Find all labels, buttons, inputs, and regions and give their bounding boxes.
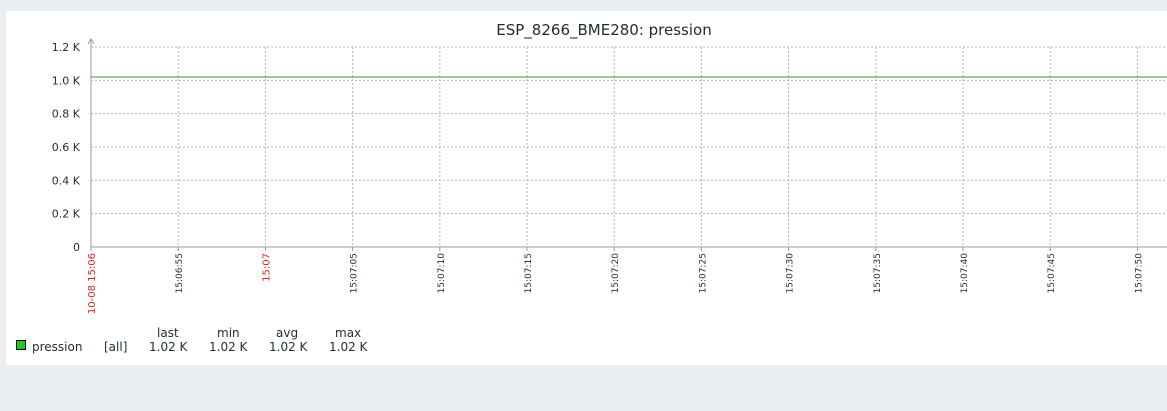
x-tick-label: 15:07:30 xyxy=(786,253,796,294)
x-tick-label: 15:07:25 xyxy=(698,253,708,293)
y-tick-label: 0 xyxy=(73,241,80,254)
x-tick-label: 15:07:05 xyxy=(350,253,360,293)
y-tick-label: 1.2 K xyxy=(52,41,81,54)
x-tick-label: 15:07:45 xyxy=(1047,253,1057,293)
x-tick-label: 15:07:40 xyxy=(960,253,970,294)
y-tick-label: 0.6 K xyxy=(52,141,81,154)
y-tick-label: 0.4 K xyxy=(52,174,81,187)
y-tick-label: 0.2 K xyxy=(52,208,81,221)
y-axis-arrow xyxy=(87,38,95,45)
y-tick-label: 0.8 K xyxy=(52,108,81,121)
x-tick-label: 15:07:10 xyxy=(437,253,447,294)
x-tick-label: 15:07:50 xyxy=(1134,253,1144,294)
x-tick-label: 15:07:20 xyxy=(611,253,621,294)
x-tick-label: 15:07:15 xyxy=(524,253,534,293)
chart-title: ESP_8266_BME280: pression xyxy=(496,21,711,40)
x-tick-label: 10-08 15:06 xyxy=(87,253,98,314)
x-tick-label: 15:07:35 xyxy=(873,253,883,293)
x-tick-label: 15:06:55 xyxy=(175,253,185,293)
graph-panel: ESP_8266_BME280: pression 0 0.2 K 0.4 K 0.6… xyxy=(6,11,1167,365)
x-tick-label: 15:07 xyxy=(261,253,272,282)
pression-chart: ESP_8266_BME280: pression 0 0.2 K 0.4 K 0.6… xyxy=(52,21,1167,314)
y-tick-label: 1.0 K xyxy=(52,74,81,87)
